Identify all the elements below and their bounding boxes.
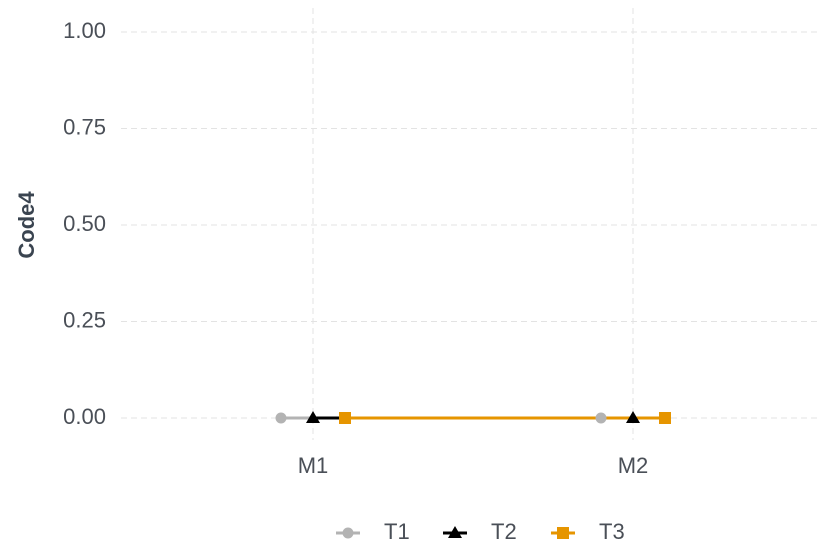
legend-label: T2 [491, 519, 517, 544]
point [659, 412, 671, 424]
point [595, 412, 607, 424]
x-tick-label: M1 [298, 453, 329, 478]
y-tick-label: 0.00 [63, 404, 106, 429]
legend-label: T3 [599, 519, 625, 544]
point [275, 412, 287, 424]
point [306, 411, 320, 423]
point [339, 412, 351, 424]
y-tick-label: 0.75 [63, 114, 106, 139]
y-axis-label: Code4 [14, 191, 39, 259]
legend-label: T1 [384, 519, 410, 544]
y-tick-label: 1.00 [63, 18, 106, 43]
point [626, 411, 640, 423]
y-tick-label: 0.50 [63, 211, 106, 236]
legend-key-marker [557, 527, 569, 539]
legend-key-marker [448, 526, 462, 538]
legend-key-marker [342, 527, 354, 539]
x-tick-label: M2 [618, 453, 649, 478]
y-tick-label: 0.25 [63, 307, 106, 332]
